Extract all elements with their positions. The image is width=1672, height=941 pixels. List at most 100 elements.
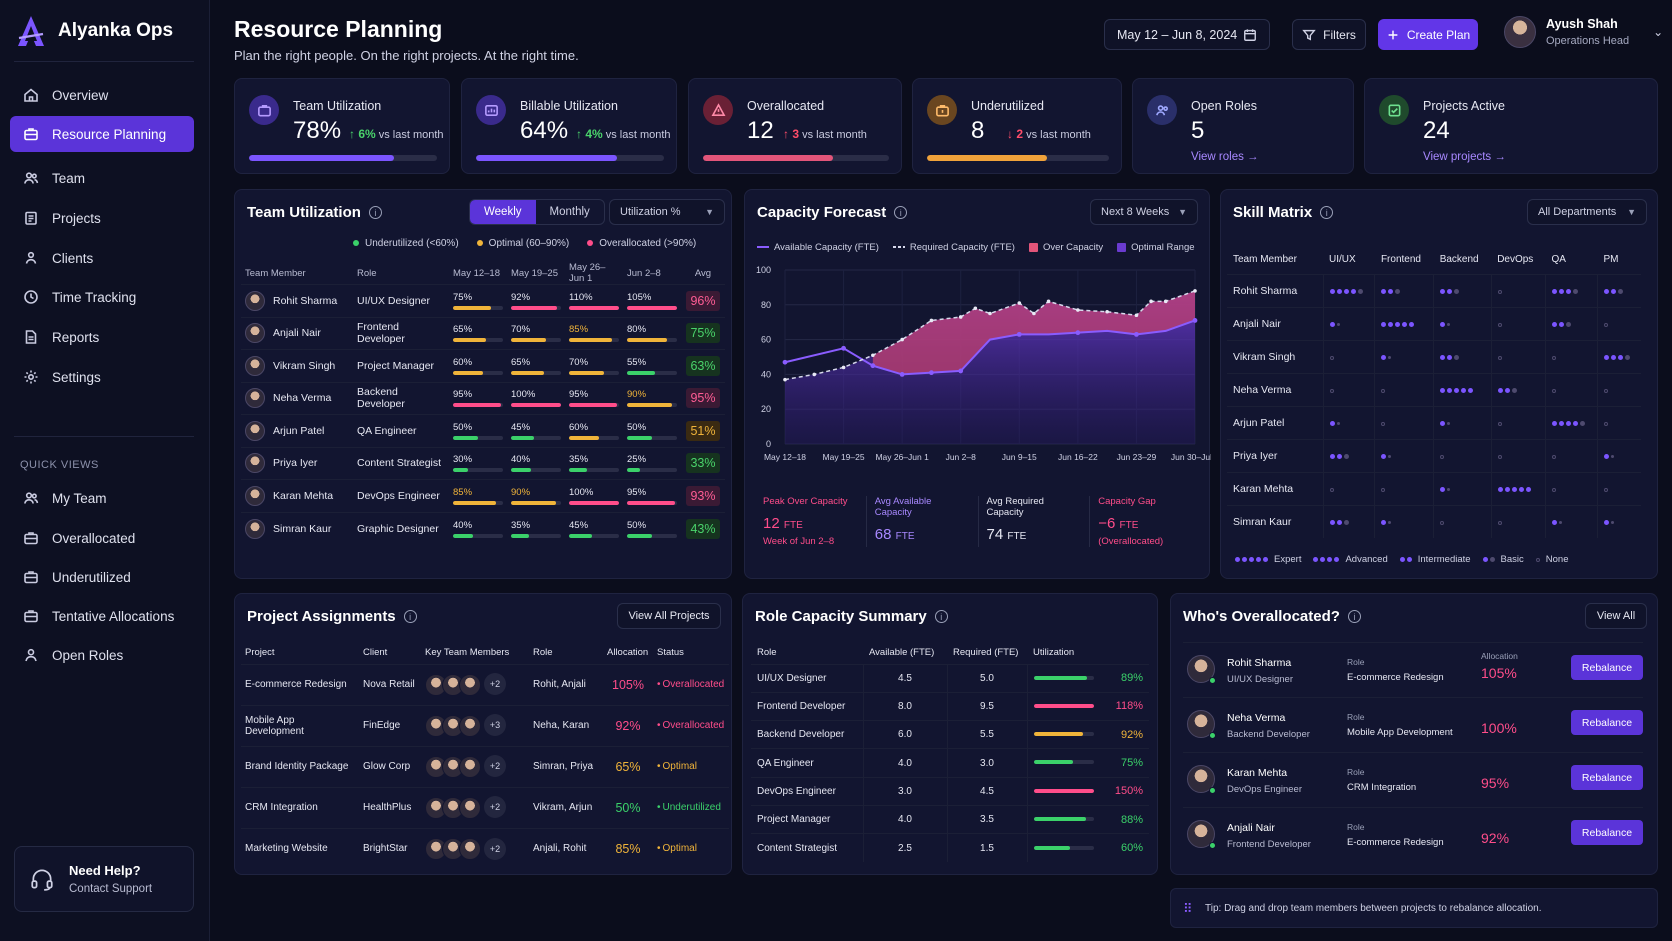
table-row[interactable]: CRM Integration HealthPlus +2 Vikram, Ar… [241, 786, 729, 828]
table-row[interactable]: Anjali Nair [1227, 306, 1641, 340]
overallocated-row[interactable]: Karan Mehta DevOps Engineer Role CRM Int… [1183, 752, 1643, 804]
brand[interactable]: Alyanka Ops [16, 14, 173, 48]
more-members[interactable]: +3 [484, 714, 506, 737]
overallocated-row[interactable]: Neha Verma Backend Developer Role Mobile… [1183, 697, 1643, 749]
sidebar-item-clients[interactable]: Clients [10, 240, 194, 276]
more-members[interactable]: +2 [484, 755, 506, 778]
kpi-card-projects-active[interactable]: Projects Active 24 View projects → [1364, 78, 1658, 174]
skill-level [1440, 288, 1460, 294]
table-row[interactable]: Mobile App Development FinEdge +3 Neha, … [241, 704, 729, 746]
table-row[interactable]: Content Strategist 2.5 1.5 60% [751, 833, 1149, 863]
table-row[interactable]: DevOps Engineer 3.0 4.5 150% [751, 776, 1149, 806]
tab-weekly[interactable]: Weekly [470, 200, 536, 224]
required-point [988, 311, 992, 316]
rebalance-button[interactable]: Rebalance [1571, 820, 1643, 845]
table-row[interactable]: Project Manager 4.0 3.5 88% [751, 804, 1149, 834]
kpi-card-open-roles[interactable]: Open Roles 5 View roles → [1132, 78, 1354, 174]
table-row[interactable]: Rohit Sharma [1227, 273, 1641, 307]
kpi-card-underutilized[interactable]: Underutilized 8 ↓ 2 vs last month [912, 78, 1122, 174]
date-range-picker[interactable]: May 12 – Jun 8, 2024 [1104, 19, 1270, 50]
table-row[interactable]: Karan Mehta [1227, 471, 1641, 505]
kpi-link[interactable]: View roles → [1191, 151, 1259, 163]
sidebar-item-projects[interactable]: Projects [10, 200, 194, 236]
table-row[interactable]: Neha Verma Backend Developer 95% 100% 95% 9… [241, 381, 725, 415]
table-row[interactable]: Anjali Nair Frontend Developer 65% 70% 85%… [241, 316, 725, 350]
help-card[interactable]: Need Help? Contact Support [14, 846, 194, 912]
view-all-button[interactable]: View All [1585, 603, 1647, 629]
skill-cell [1322, 438, 1375, 472]
week-cell: 45% [507, 414, 565, 447]
quick-view-tentative-allocations[interactable]: Tentative Allocations [10, 598, 194, 634]
member-name: Simran Kaur [1227, 504, 1323, 538]
tab-monthly[interactable]: Monthly [549, 206, 590, 218]
info-icon[interactable]: i [403, 610, 417, 623]
info-icon[interactable]: i [1347, 610, 1361, 623]
quick-view-underutilized[interactable]: Underutilized [10, 559, 194, 595]
quick-view-overallocated[interactable]: Overallocated [10, 520, 194, 556]
sidebar-item-resource-planning[interactable]: Resource Planning [10, 116, 194, 152]
skill-cell [1433, 273, 1492, 307]
week-cell: 60% [449, 349, 507, 382]
overallocated-row[interactable]: Rohit Sharma UI/UX Designer Role E-comme… [1183, 642, 1643, 694]
table-row[interactable]: Vikram Singh [1227, 339, 1641, 373]
sidebar-item-settings[interactable]: Settings [10, 359, 194, 395]
table-row[interactable]: Karan Mehta DevOps Engineer 85% 90% 100% 95… [241, 479, 725, 512]
more-members[interactable]: +2 [484, 673, 506, 696]
table-row[interactable]: Vikram Singh Project Manager 60% 65% 70% 55… [241, 349, 725, 382]
info-icon[interactable]: i [934, 610, 948, 623]
info-icon[interactable]: i [368, 206, 382, 219]
table-row[interactable]: E-commerce Redesign Nova Retail +2 Rohit… [241, 663, 729, 705]
table-row[interactable]: Priya Iyer [1227, 438, 1641, 472]
more-members[interactable]: +2 [484, 796, 506, 819]
quick-view-my-team[interactable]: My Team [10, 480, 194, 516]
kpi-card-billable-utilization[interactable]: Billable Utilization 64% ↑ 4% vs last mon… [461, 78, 677, 174]
week-cell: 60% [565, 414, 623, 447]
kpi-link[interactable]: View projects → [1423, 151, 1506, 163]
rebalance-button[interactable]: Rebalance [1571, 655, 1643, 680]
rebalance-button[interactable]: Rebalance [1571, 710, 1643, 735]
sidebar-item-overview[interactable]: Overview [10, 77, 194, 113]
table-row[interactable]: QA Engineer 4.0 3.0 75% [751, 748, 1149, 778]
table-row[interactable]: Rohit Sharma UI/UX Designer 75% 92% 110% 10… [241, 284, 725, 317]
quick-view-open-roles[interactable]: Open Roles [10, 637, 194, 673]
table-row[interactable]: Backend Developer 6.0 5.5 92% [751, 720, 1149, 749]
department-dropdown[interactable]: All Departments ▼ [1527, 199, 1647, 225]
table-row[interactable]: Arjun Patel QA Engineer 50% 45% 60% 50% 51% [241, 414, 725, 447]
overallocated-row[interactable]: Anjali Nair Frontend Developer Role E-co… [1183, 807, 1643, 859]
rebalance-button[interactable]: Rebalance [1571, 765, 1643, 790]
filters-button[interactable]: Filters [1292, 19, 1366, 50]
avatar [1187, 765, 1215, 793]
role-cell: Vikram, Arjun [529, 786, 603, 828]
table-row[interactable]: UI/UX Designer 4.5 5.0 89% [751, 663, 1149, 693]
kpi-card-overallocated[interactable]: Overallocated 12 ↑ 3 vs last month [688, 78, 902, 174]
view-all-projects-button[interactable]: View All Projects [617, 603, 721, 629]
table-row[interactable]: Arjun Patel [1227, 405, 1641, 439]
user-menu[interactable]: Ayush Shah Operations Head ⌄ [1504, 16, 1663, 48]
info-icon[interactable]: i [1320, 206, 1334, 219]
brand-logo-icon [18, 16, 44, 46]
table-row[interactable]: Marketing Website BrightStar +2 Anjali, … [241, 827, 729, 869]
more-members[interactable]: +2 [484, 837, 506, 860]
kpi-card-team-utilization[interactable]: Team Utilization 78% ↑ 6% vs last month [234, 78, 450, 174]
table-row[interactable]: Priya Iyer Content Strategist 30% 40% 35% 2… [241, 446, 725, 480]
create-plan-button[interactable]: Create Plan [1378, 19, 1478, 50]
range-dropdown[interactable]: Next 8 Weeks ▼ [1090, 199, 1198, 225]
utilization-bar [1033, 816, 1094, 821]
sidebar-item-time-tracking[interactable]: Time Tracking [10, 279, 194, 315]
required-fte: 4.5 [946, 776, 1027, 806]
table-row[interactable]: Brand Identity Package Glow Corp +2 Simr… [241, 745, 729, 787]
info-icon[interactable]: i [894, 206, 908, 219]
filter-icon [1302, 29, 1316, 41]
sidebar-item-team[interactable]: Team [10, 160, 194, 196]
table-row[interactable]: Simran Kaur [1227, 504, 1641, 538]
table-row[interactable]: Neha Verma [1227, 372, 1641, 406]
contact-support-link[interactable]: Contact Support [69, 883, 153, 895]
table-row[interactable]: Simran Kaur Graphic Designer 40% 35% 45% 50… [241, 511, 725, 545]
metric-dropdown[interactable]: Utilization % ▼ [609, 199, 725, 225]
utilization-cell: 92% [1026, 720, 1149, 749]
table-row[interactable]: Frontend Developer 8.0 9.5 118% [751, 691, 1149, 721]
week-value: 90% [627, 389, 647, 401]
sidebar-item-reports[interactable]: Reports [10, 319, 194, 355]
stat-label: Capacity Gap [1098, 496, 1156, 507]
client-name: Nova Retail [359, 663, 421, 705]
